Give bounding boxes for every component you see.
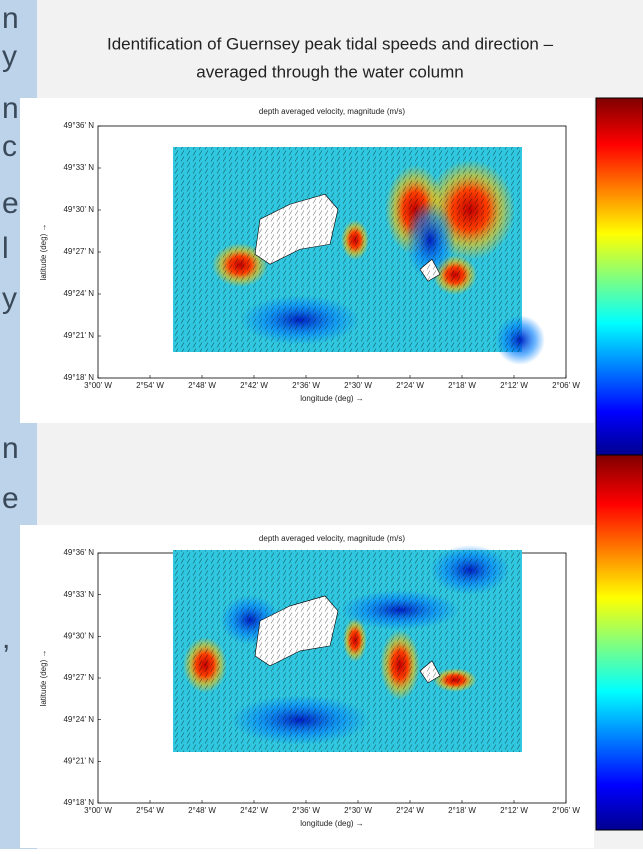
x-tick-label: 2°06' W — [552, 806, 580, 815]
plot-title: depth averaged velocity, magnitude (m/s) — [259, 534, 405, 543]
x-tick-label: 2°12' W — [500, 806, 528, 815]
text-fragment: n — [2, 92, 19, 125]
plot-title: depth averaged velocity, magnitude (m/s) — [259, 107, 405, 116]
x-tick-label: 2°24' W — [396, 806, 424, 815]
x-tick-label: 2°06' W — [552, 381, 580, 390]
text-fragment: , — [2, 622, 10, 655]
x-tick-label: 2°12' W — [500, 381, 528, 390]
x-tick-label: 2°54' W — [136, 381, 164, 390]
colorbar — [595, 97, 643, 456]
y-tick-label: 49°21' N — [63, 756, 94, 765]
velocity-arrows — [173, 550, 522, 752]
x-axis-label: longitude (deg) → — [300, 394, 364, 403]
x-tick-label: 2°24' W — [396, 381, 424, 390]
text-fragment: n — [2, 432, 19, 465]
x-tick-label: 2°42' W — [240, 381, 268, 390]
x-tick-label: 2°36' W — [292, 381, 320, 390]
y-axis-label: latitude (deg) → — [39, 224, 48, 281]
x-tick-label: 2°54' W — [136, 806, 164, 815]
x-tick-label: 2°30' W — [344, 806, 372, 815]
y-tick-label: 49°36' N — [63, 121, 94, 130]
text-fragment: c — [2, 130, 17, 163]
x-tick-label: 3°00' W — [84, 381, 112, 390]
y-tick-label: 49°18' N — [63, 798, 94, 807]
y-axis-label: latitude (deg) → — [39, 650, 48, 707]
y-tick-label: 49°36' N — [63, 548, 94, 557]
velocity-arrows — [173, 147, 522, 352]
y-tick-label: 49°24' N — [63, 289, 94, 298]
colorbar — [595, 454, 643, 831]
header-title: averaged through the water column — [196, 62, 463, 81]
x-tick-label: 2°18' W — [448, 381, 476, 390]
text-fragment: n — [2, 2, 19, 35]
y-tick-label: 49°21' N — [63, 331, 94, 340]
y-tick-label: 49°18' N — [63, 373, 94, 382]
x-tick-label: 3°00' W — [84, 806, 112, 815]
text-fragment: l — [2, 232, 9, 265]
y-tick-label: 49°33' N — [63, 590, 94, 599]
x-tick-label: 2°30' W — [344, 381, 372, 390]
y-tick-label: 49°33' N — [63, 163, 94, 172]
x-axis-label: longitude (deg) → — [300, 819, 364, 828]
y-tick-label: 49°30' N — [63, 205, 94, 214]
y-tick-label: 49°30' N — [63, 631, 94, 640]
header-title: Identification of Guernsey peak tidal sp… — [107, 34, 554, 53]
text-fragment: e — [2, 187, 19, 220]
y-tick-label: 49°27' N — [63, 673, 94, 682]
y-tick-label: 49°24' N — [63, 715, 94, 724]
text-fragment: y — [2, 40, 17, 73]
x-tick-label: 2°18' W — [448, 806, 476, 815]
x-tick-label: 2°48' W — [188, 806, 216, 815]
y-tick-label: 49°27' N — [63, 247, 94, 256]
text-fragment: y — [2, 282, 17, 315]
text-fragment: e — [2, 482, 19, 515]
x-tick-label: 2°36' W — [292, 806, 320, 815]
x-tick-label: 2°48' W — [188, 381, 216, 390]
x-tick-label: 2°42' W — [240, 806, 268, 815]
